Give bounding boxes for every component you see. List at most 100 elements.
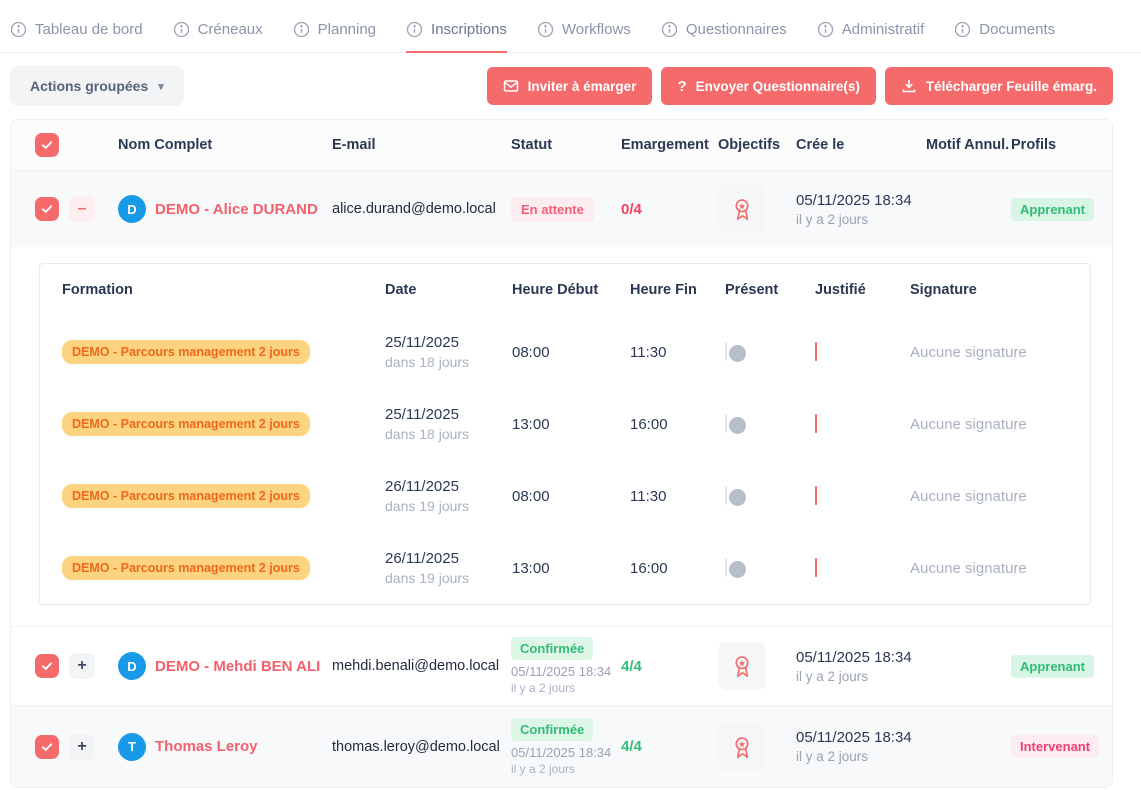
- header-profils: Profils: [1011, 137, 1057, 153]
- bulk-actions-label: Actions groupées: [30, 78, 149, 94]
- table-row: + D DEMO - Mehdi BEN ALI mehdi.benali@de…: [11, 627, 1112, 705]
- objectifs-button[interactable]: [718, 185, 766, 233]
- avatar: D: [118, 652, 146, 680]
- award-medal-icon: [735, 656, 749, 677]
- info-icon: [537, 21, 554, 38]
- justifie-toggle[interactable]: [796, 342, 817, 362]
- objectifs-button[interactable]: [718, 722, 766, 771]
- envoyer-questionnaire-button[interactable]: ? Envoyer Questionnaire(s): [661, 67, 876, 105]
- expand-row-button[interactable]: +: [69, 733, 95, 760]
- session-end-time: 11:30: [630, 487, 667, 505]
- check-icon: [41, 141, 53, 149]
- question-mark-icon: ?: [677, 77, 687, 95]
- sessions-table: Formation Date Heure Début Heure Fin Pré…: [39, 263, 1091, 605]
- telecharger-feuille-label: Télécharger Feuille émarg.: [925, 78, 1097, 94]
- profile-badge: Apprenant: [1011, 654, 1094, 678]
- session-start-time: 08:00: [512, 343, 550, 361]
- tab-label: Questionnaires: [685, 21, 787, 38]
- tab-label: Administratif: [841, 21, 925, 38]
- download-icon: [902, 80, 916, 93]
- inscriptions-table: Nom Complet E-mail Statut Emargement Obj…: [10, 119, 1113, 788]
- header-motif-annul: Motif Annul.: [926, 137, 1010, 153]
- formation-badge: DEMO - Parcours management 2 jours: [62, 412, 310, 436]
- toggle-knob: [729, 345, 746, 362]
- justifie-toggle[interactable]: [796, 558, 817, 578]
- justifie-toggle[interactable]: [796, 414, 817, 434]
- tab-creneaux[interactable]: Créneaux: [173, 21, 263, 53]
- present-toggle[interactable]: [725, 342, 746, 362]
- check-icon: [41, 742, 53, 751]
- table-row: – D DEMO - Alice DURAND alice.durand@dem…: [11, 171, 1112, 247]
- session-end-time: 16:00: [630, 415, 668, 433]
- info-icon: [955, 21, 971, 38]
- tab-tableau-de-bord[interactable]: Tableau de bord: [10, 21, 143, 53]
- session-start-time: 13:00: [512, 559, 550, 577]
- participant-email: alice.durand@demo.local: [332, 201, 496, 217]
- session-row: DEMO - Parcours management 2 jours 26/11…: [40, 532, 1090, 604]
- tab-planning[interactable]: Planning: [293, 21, 376, 53]
- sessions-header-row: Formation Date Heure Début Heure Fin Pré…: [40, 264, 1090, 316]
- participant-name-link[interactable]: DEMO - Mehdi BEN ALI: [155, 657, 321, 675]
- check-icon: [41, 205, 53, 213]
- session-row: DEMO - Parcours management 2 jours 25/11…: [40, 388, 1090, 460]
- tab-administratif[interactable]: Administratif: [817, 21, 925, 53]
- check-icon: [41, 662, 53, 670]
- primary-actions: Inviter à émarger ? Envoyer Questionnair…: [486, 67, 1113, 105]
- tab-inscriptions[interactable]: Inscriptions: [406, 21, 507, 53]
- formation-badge: DEMO - Parcours management 2 jours: [62, 340, 310, 364]
- profile-badge: Intervenant: [1011, 735, 1100, 758]
- justifie-toggle[interactable]: [796, 486, 817, 506]
- created-ago: il y a 2 jours: [796, 749, 869, 764]
- participant-email: mehdi.benali@demo.local: [332, 658, 500, 674]
- select-all-checkbox[interactable]: [35, 133, 59, 157]
- avatar: T: [118, 732, 146, 761]
- info-icon: [293, 21, 309, 38]
- participant-name-link[interactable]: DEMO - Alice DURAND: [155, 200, 318, 218]
- status-badge: En attente: [511, 196, 594, 222]
- profile-badge: Apprenant: [1011, 197, 1094, 221]
- participant-name-link[interactable]: Thomas Leroy: [155, 738, 258, 755]
- session-date: 26/11/2025: [385, 478, 459, 495]
- tab-questionnaires[interactable]: Questionnaires: [661, 21, 787, 53]
- header-email: E-mail: [332, 137, 376, 153]
- award-medal-icon: [735, 736, 749, 758]
- session-date-relative: dans 19 jours: [385, 498, 470, 514]
- present-toggle[interactable]: [725, 558, 746, 578]
- toggle-knob: [796, 489, 813, 506]
- collapse-row-button[interactable]: –: [69, 196, 95, 222]
- status-badge: Confirmée: [511, 717, 594, 741]
- signature-status: Aucune signature: [910, 559, 1027, 577]
- envelope-icon: [503, 80, 518, 92]
- present-toggle[interactable]: [725, 414, 746, 434]
- expand-row-button[interactable]: +: [69, 653, 95, 679]
- row-checkbox[interactable]: [35, 654, 59, 678]
- bulk-actions-button[interactable]: Actions groupées ▾: [10, 66, 184, 106]
- invite-emarger-button[interactable]: Inviter à émarger: [486, 67, 653, 105]
- avatar: D: [118, 195, 146, 223]
- row-checkbox[interactable]: [35, 197, 59, 221]
- session-row: DEMO - Parcours management 2 jours 25/11…: [40, 316, 1090, 388]
- objectifs-button[interactable]: [718, 642, 766, 690]
- toggle-knob: [729, 561, 746, 578]
- info-icon: [817, 21, 833, 38]
- toggle-knob: [796, 417, 813, 434]
- main-tabbar: Tableau de bord Créneaux Planning Inscri…: [0, 0, 1141, 53]
- tab-label: Documents: [979, 21, 1056, 38]
- signature-status: Aucune signature: [910, 415, 1027, 433]
- tab-label: Tableau de bord: [35, 21, 143, 38]
- telecharger-feuille-button[interactable]: Télécharger Feuille émarg.: [884, 67, 1113, 105]
- row-checkbox[interactable]: [35, 734, 59, 759]
- header-present: Présent: [725, 282, 779, 298]
- signature-status: Aucune signature: [910, 343, 1027, 361]
- formation-badge: DEMO - Parcours management 2 jours: [62, 556, 310, 580]
- tab-workflows[interactable]: Workflows: [537, 21, 631, 53]
- created-ago: il y a 2 jours: [796, 668, 869, 684]
- emargement-count: 4/4: [621, 738, 642, 755]
- present-toggle[interactable]: [725, 486, 746, 506]
- toggle-knob: [796, 345, 813, 362]
- session-date: 25/11/2025: [385, 406, 459, 423]
- tab-documents[interactable]: Documents: [954, 21, 1055, 53]
- info-icon: [173, 21, 189, 38]
- session-start-time: 13:00: [512, 415, 550, 433]
- tab-label: Workflows: [561, 21, 631, 38]
